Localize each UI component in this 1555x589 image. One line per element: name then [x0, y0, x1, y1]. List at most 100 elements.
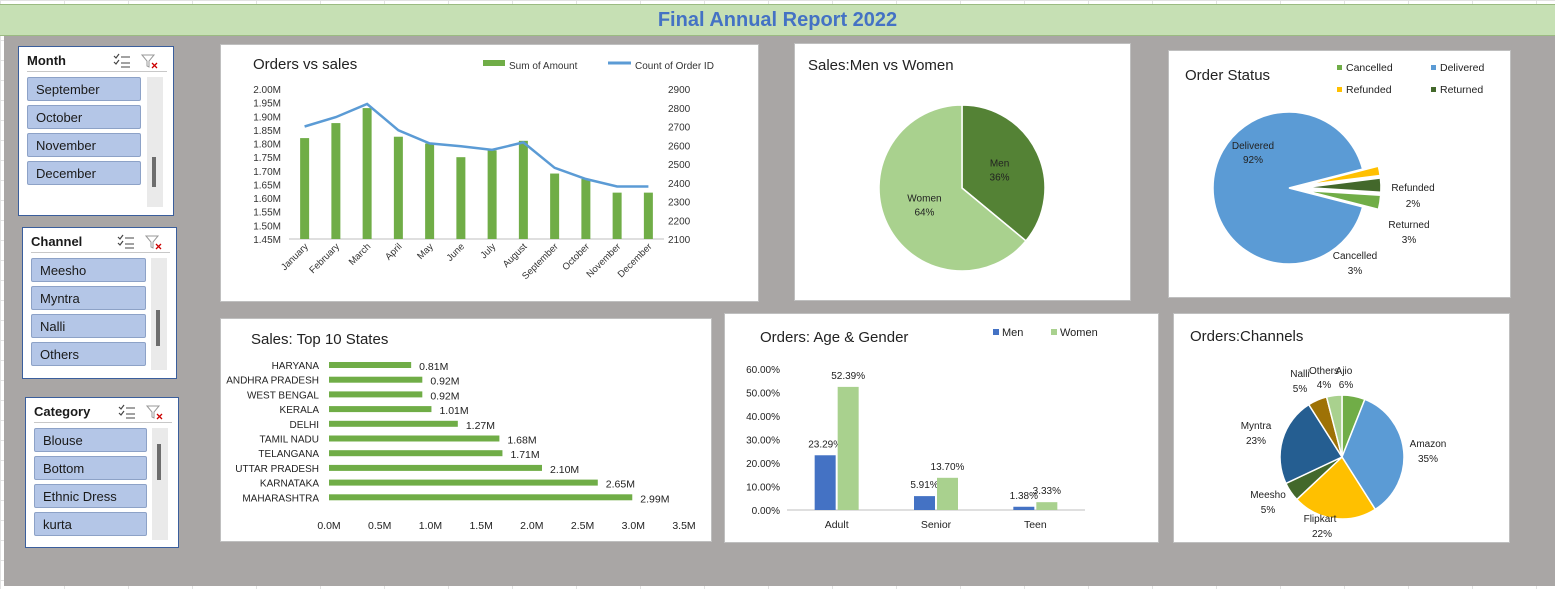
bar: [329, 494, 633, 501]
data-label: 13.70%: [931, 462, 965, 473]
bar: [329, 450, 503, 457]
x-tick-label: May: [415, 241, 436, 262]
orders-vs-sales-chart[interactable]: Orders vs sales Sum of Amount Count of Ord…: [220, 44, 759, 302]
scroll-thumb[interactable]: [156, 310, 160, 346]
slicer-scrollbar[interactable]: [151, 258, 167, 370]
multi-select-icon[interactable]: [113, 53, 131, 69]
slicer-scrollbar[interactable]: [152, 428, 168, 540]
slicer-item-bottom[interactable]: Bottom: [34, 456, 147, 480]
y-tick-label: 1.95M: [253, 99, 281, 110]
scroll-thumb[interactable]: [157, 444, 161, 480]
y-tick-label: 1.65M: [253, 180, 281, 191]
bar: [487, 150, 497, 239]
y-tick-label: ANDHRA PRADESH: [226, 376, 319, 387]
pie-slice: [1341, 398, 1405, 511]
y-tick-label: DELHI: [290, 420, 319, 431]
slicer-item-december[interactable]: December: [27, 161, 141, 185]
y2-tick-label: 2300: [668, 198, 691, 209]
slice-pct: 92%: [1243, 155, 1263, 166]
bar: [581, 179, 591, 239]
channels-chart[interactable]: Orders:Channels Ajio 6% Amazon 35% Flipkart 22…: [1173, 313, 1510, 543]
y-tick-label: 1.75M: [253, 153, 281, 164]
slice-label: Myntra: [1241, 421, 1272, 432]
legend-label: Delivered: [1440, 62, 1485, 74]
slice-pct: 2%: [1406, 199, 1421, 210]
slice-label: Men: [990, 158, 1009, 169]
legend-label: Cancelled: [1346, 62, 1393, 74]
slicer-item-blouse[interactable]: Blouse: [34, 428, 147, 452]
slicer-item-meesho[interactable]: Meesho: [31, 258, 146, 282]
month-slicer: Month September October November Decembe…: [18, 46, 174, 216]
men-vs-women-svg: Sales:Men vs Women Men 36% Women 64%: [808, 57, 1046, 272]
chart-title: Orders: Age & Gender: [760, 329, 908, 346]
orders-vs-sales-svg: Orders vs sales Sum of Amount Count of Ord…: [253, 56, 714, 282]
slicer-item-nalli[interactable]: Nalli: [31, 314, 146, 338]
legend-label: Returned: [1440, 84, 1483, 96]
slicer-header: Month: [27, 53, 167, 72]
slicer-header: Channel: [31, 234, 170, 253]
data-label: 1.71M: [510, 449, 539, 461]
data-label: 5.91%: [910, 480, 938, 491]
data-label: 1.27M: [466, 420, 495, 432]
bar: [1013, 506, 1035, 510]
clear-filter-icon[interactable]: [145, 404, 164, 420]
pie-slice: [1295, 455, 1377, 520]
slicer-scrollbar[interactable]: [147, 77, 163, 207]
clear-filter-icon[interactable]: [140, 53, 159, 69]
legend-swatch: [483, 60, 505, 66]
x-tick-label: Senior: [921, 519, 952, 531]
multi-select-icon[interactable]: [118, 404, 136, 420]
x-tick-label: April: [383, 241, 404, 262]
data-label: 23.29%: [808, 439, 842, 450]
bar: [362, 108, 372, 239]
bar: [425, 143, 435, 239]
slice-label: Ajio: [1336, 366, 1353, 377]
slice-pct: 35%: [1418, 454, 1438, 465]
slicer-item-myntra[interactable]: Myntra: [31, 286, 146, 310]
pie-slice: [961, 104, 1046, 242]
y-tick-label: 1.80M: [253, 140, 281, 151]
slice-label: Delivered: [1232, 141, 1274, 152]
y-tick-label: KERALA: [280, 405, 320, 416]
slicer-title: Month: [27, 53, 66, 68]
legend-swatch: [1431, 65, 1436, 70]
channel-slicer: Channel Meesho Myntra Nalli Others: [22, 227, 177, 379]
y2-tick-label: 2900: [668, 85, 691, 96]
slicer-item-kurta[interactable]: kurta: [34, 512, 147, 536]
y-tick-label: 1.85M: [253, 126, 281, 137]
data-label: 3.33%: [1033, 486, 1061, 497]
multi-select-icon[interactable]: [117, 234, 135, 250]
scroll-thumb[interactable]: [152, 157, 156, 187]
slicer-item-september[interactable]: September: [27, 77, 141, 101]
x-tick-label: 0.5M: [368, 520, 391, 532]
data-label: 1.01M: [439, 405, 468, 417]
line-series: [304, 102, 649, 188]
y-tick-label: 2.00M: [253, 85, 281, 96]
bar: [329, 391, 423, 398]
x-tick-label: 3.0M: [622, 520, 645, 532]
pie-slice: [1325, 394, 1343, 458]
bar: [331, 123, 341, 239]
bar: [550, 173, 560, 239]
age-gender-chart[interactable]: Orders: Age & Gender Men Women 0.00% 10.00% 2…: [724, 313, 1159, 543]
slicer-item-ethnic-dress[interactable]: Ethnic Dress: [34, 484, 147, 508]
slicer-header: Category: [34, 404, 172, 423]
data-label: 1.38%: [1010, 491, 1038, 502]
slicer-item-october[interactable]: October: [27, 105, 141, 129]
slicer-item-november[interactable]: November: [27, 133, 141, 157]
men-vs-women-chart[interactable]: Sales:Men vs Women Men 36% Women 64%: [794, 43, 1131, 301]
slice-pct: 23%: [1246, 436, 1266, 447]
top-states-chart[interactable]: Sales: Top 10 States HARYANA 0.81M ANDHRA P…: [220, 318, 712, 542]
bar: [518, 140, 528, 239]
slice-pct: 3%: [1402, 235, 1417, 246]
slicer-title: Channel: [31, 234, 83, 249]
y2-tick-label: 2100: [668, 235, 691, 246]
legend-label: Sum of Amount: [509, 61, 578, 72]
x-tick-label: Adult: [825, 519, 849, 531]
slicer-item-others[interactable]: Others: [31, 342, 146, 366]
order-status-chart[interactable]: Order Status Cancelled Delivered Refunded Re…: [1168, 50, 1511, 298]
slicer-title: Category: [34, 404, 91, 419]
data-label: 0.81M: [419, 361, 448, 373]
clear-filter-icon[interactable]: [144, 234, 163, 250]
age-gender-svg: Orders: Age & Gender Men Women 0.00% 10.00% 2…: [746, 327, 1098, 531]
